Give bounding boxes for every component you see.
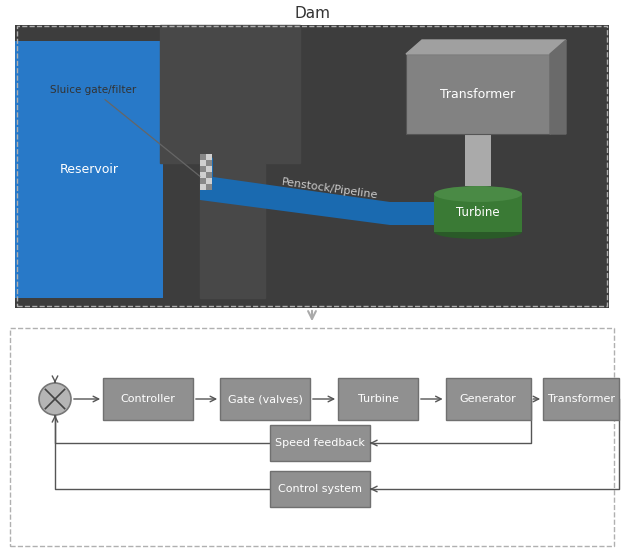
FancyBboxPatch shape bbox=[446, 378, 530, 420]
FancyBboxPatch shape bbox=[206, 178, 212, 184]
FancyBboxPatch shape bbox=[434, 194, 522, 232]
FancyBboxPatch shape bbox=[338, 378, 418, 420]
FancyBboxPatch shape bbox=[200, 178, 206, 184]
Text: Controller: Controller bbox=[120, 394, 175, 404]
FancyBboxPatch shape bbox=[206, 160, 212, 166]
Text: Dam: Dam bbox=[294, 6, 330, 21]
Text: Sluice gate/filter: Sluice gate/filter bbox=[50, 85, 200, 176]
Text: Turbine: Turbine bbox=[358, 394, 399, 404]
Text: Transformer: Transformer bbox=[441, 88, 515, 100]
Text: Turbine: Turbine bbox=[456, 207, 500, 219]
Polygon shape bbox=[200, 157, 435, 225]
Ellipse shape bbox=[39, 383, 71, 415]
Ellipse shape bbox=[434, 186, 522, 202]
FancyBboxPatch shape bbox=[200, 160, 206, 166]
Text: Gate (valves): Gate (valves) bbox=[228, 394, 303, 404]
FancyBboxPatch shape bbox=[406, 54, 550, 134]
FancyBboxPatch shape bbox=[206, 172, 212, 178]
FancyBboxPatch shape bbox=[200, 184, 206, 190]
FancyBboxPatch shape bbox=[206, 166, 212, 172]
Text: Generator: Generator bbox=[460, 394, 517, 404]
FancyBboxPatch shape bbox=[200, 166, 206, 172]
FancyBboxPatch shape bbox=[543, 378, 619, 420]
FancyBboxPatch shape bbox=[465, 134, 491, 186]
Text: Control system: Control system bbox=[278, 484, 362, 494]
FancyBboxPatch shape bbox=[220, 378, 310, 420]
Text: Reservoir: Reservoir bbox=[59, 163, 119, 176]
Polygon shape bbox=[160, 25, 300, 298]
Ellipse shape bbox=[434, 225, 522, 239]
Polygon shape bbox=[406, 40, 566, 54]
FancyBboxPatch shape bbox=[15, 25, 609, 308]
Text: Transformer: Transformer bbox=[547, 394, 615, 404]
FancyBboxPatch shape bbox=[270, 425, 370, 461]
Polygon shape bbox=[550, 40, 566, 134]
Text: Speed feedback: Speed feedback bbox=[275, 438, 365, 448]
FancyBboxPatch shape bbox=[200, 154, 206, 160]
Text: Penstock/Pipeline: Penstock/Pipeline bbox=[281, 177, 379, 201]
FancyBboxPatch shape bbox=[206, 154, 212, 160]
FancyBboxPatch shape bbox=[270, 471, 370, 507]
FancyBboxPatch shape bbox=[103, 378, 193, 420]
FancyBboxPatch shape bbox=[0, 0, 624, 308]
FancyBboxPatch shape bbox=[15, 41, 163, 298]
FancyBboxPatch shape bbox=[206, 184, 212, 190]
FancyBboxPatch shape bbox=[200, 172, 206, 178]
